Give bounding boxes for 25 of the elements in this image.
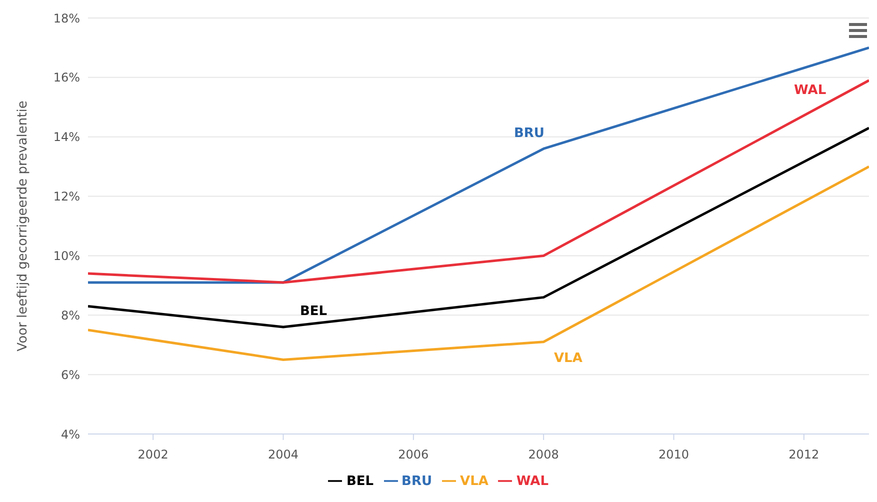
annotation: BEL — [300, 304, 328, 319]
y-tick-label: 10% — [53, 248, 80, 263]
annotation: VLA — [554, 351, 582, 366]
legend-label: WAL — [516, 474, 549, 489]
x-tick-label: 2002 — [138, 448, 168, 462]
line-series — [88, 126, 869, 328]
y-tick-label: 18% — [53, 11, 80, 26]
x-tick-label: 2008 — [528, 448, 559, 462]
annotation: BRU — [514, 126, 544, 141]
x-tick-label: 2004 — [268, 448, 299, 462]
x-tick-label: 2012 — [788, 448, 820, 462]
legend-label: VLA — [460, 474, 488, 489]
annotation: WAL — [794, 83, 826, 98]
y-tick-label: 12% — [53, 190, 80, 204]
legend-label: BRU — [402, 474, 432, 489]
y-tick-label: 4% — [60, 427, 80, 442]
y-axis-title: Voor leeftijd gecorrigeerde prevalentie — [16, 100, 31, 352]
x-tick-label: 2006 — [398, 448, 429, 462]
y-tick-label: 6% — [60, 368, 80, 382]
legend-label: BEL — [346, 474, 374, 489]
y-tick-label: 14% — [53, 130, 80, 144]
y-tick-label: 16% — [53, 70, 80, 85]
line-series — [88, 165, 869, 361]
x-tick-label: 2010 — [658, 448, 690, 462]
y-tick-label: 8% — [60, 308, 80, 322]
